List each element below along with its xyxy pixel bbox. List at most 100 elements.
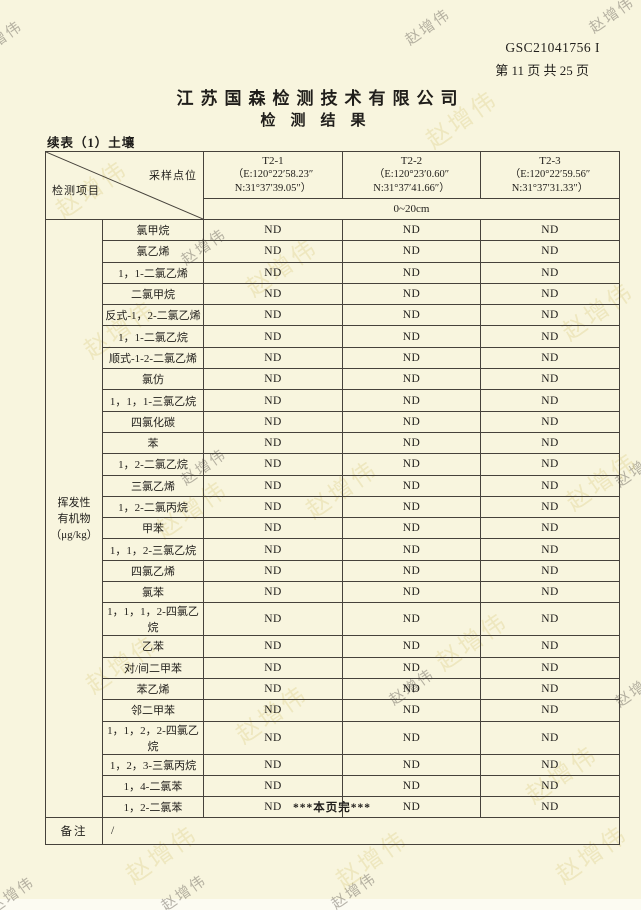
result-value: ND (480, 538, 620, 561)
result-value: ND (203, 517, 343, 540)
result-value: ND (203, 538, 343, 561)
result-value: ND (342, 453, 481, 476)
param-name: 顺式-1-2-二氯乙烯 (102, 346, 204, 370)
result-value: ND (480, 325, 620, 348)
result-value: ND (342, 602, 481, 637)
point-coord-e: （E:120°23′0.60″ (373, 169, 450, 180)
result-value: ND (203, 796, 343, 819)
result-value: ND (480, 677, 620, 701)
result-value: ND (480, 699, 620, 722)
table-row: 1，2-二氯丙烷 ND ND ND (46, 495, 620, 519)
point-name: T2-3 (539, 155, 561, 167)
column-header-point: T2-3 （E:120°22′59.56″ N:31°37′31.33″） (480, 151, 620, 199)
param-name: 氯苯 (102, 581, 204, 604)
param-name: 1，1，2，2-四氯乙烷 (102, 720, 204, 755)
result-value: ND (342, 346, 481, 370)
table-row: 二氯甲烷 ND ND ND (46, 282, 620, 306)
point-coord-e: （E:120°22′59.56″ (509, 169, 591, 180)
result-value: ND (203, 453, 343, 476)
result-value: ND (203, 581, 343, 604)
group-label-line: 有机物 (57, 512, 91, 525)
company-name: 江苏国森检测技术有限公司 (176, 89, 465, 108)
table-row: 苯乙烯 ND ND ND (46, 677, 620, 701)
note-label: 备注 (45, 817, 103, 846)
result-value: ND (342, 796, 481, 819)
result-value: ND (203, 656, 343, 679)
result-value: ND (480, 517, 620, 540)
result-value: ND (480, 774, 620, 798)
column-header-point: T2-2 （E:120°23′0.60″ N:31°37′41.66″） (342, 151, 481, 199)
result-value: ND (342, 699, 481, 722)
table-row: 苯 ND ND ND (46, 431, 620, 455)
result-value: ND (480, 240, 620, 263)
point-coord-n: N:31°37′41.66″） (373, 183, 450, 194)
result-value: ND (342, 431, 481, 455)
table-row: 1，2-二氯乙烷 ND ND ND (46, 453, 620, 476)
depth-row: 0~20cm (46, 198, 620, 220)
table-row: 1，2-二氯苯 ND ND ND (46, 796, 620, 819)
result-value: ND (480, 474, 620, 497)
result-value: ND (480, 346, 620, 370)
point-coord-n: N:31°37′39.05″） (234, 183, 312, 194)
result-value: ND (203, 474, 343, 497)
param-name: 1，2-二氯丙烷 (102, 495, 204, 519)
results-table: 采样点位 检测项目 T2-1 （E:120°22′58.23″ N:31°37′… (45, 151, 620, 846)
table-row: 氯苯 ND ND ND (46, 581, 620, 604)
table-row: 挥发性 有机物 （μg/kg） 氯甲烷 ND ND ND (45, 218, 620, 819)
diagonal-divider (46, 152, 203, 219)
note-value: / (102, 817, 620, 846)
result-value: ND (203, 431, 343, 455)
scan-edge (0, 899, 641, 910)
result-value: ND (203, 240, 343, 263)
report-title: 检测结果 (260, 113, 381, 129)
result-value: ND (342, 240, 481, 263)
result-value: ND (342, 218, 481, 242)
param-name: 乙苯 (102, 635, 204, 658)
result-value: ND (342, 656, 481, 679)
result-value: ND (342, 677, 481, 701)
param-name: 氯甲烷 (102, 218, 204, 242)
column-header-point: T2-1 （E:120°22′58.23″ N:31°37′39.05″） (203, 151, 343, 199)
table-row: 四氯乙烯 ND ND ND (46, 559, 620, 583)
table-row: 1，1，1-三氯乙烷 ND ND ND (46, 389, 620, 412)
table-row: 乙苯 ND ND ND (46, 635, 620, 658)
param-name: 1，2，3-三氯丙烷 (102, 753, 204, 776)
result-value: ND (480, 410, 620, 433)
result-value: ND (203, 368, 343, 391)
table-caption: 续表（1）土壤 (47, 136, 136, 150)
param-name: 反式-1，2-二氯乙烯 (102, 304, 204, 327)
result-value: ND (480, 453, 620, 476)
results-body: 挥发性 有机物 （μg/kg） 氯甲烷 ND ND ND 氯乙烯 ND ND ND 1，1-二氯乙烯 N… (45, 218, 620, 819)
param-name: 1，1，1，2-四氯乙烷 (102, 602, 204, 637)
param-name: 1，1-二氯乙烯 (102, 261, 204, 284)
table-row: 1，1，1，2-四氯乙烷 ND ND ND (46, 602, 620, 637)
watermark: 赵增伟 (402, 6, 454, 49)
depth-label: 0~20cm (203, 198, 620, 220)
result-value: ND (203, 635, 343, 658)
result-value: ND (203, 774, 343, 798)
param-name: 1，4-二氯苯 (102, 774, 204, 798)
result-value: ND (203, 389, 343, 412)
result-value: ND (203, 325, 343, 348)
result-value: ND (342, 538, 481, 561)
table-row: 反式-1，2-二氯乙烯 ND ND ND (46, 304, 620, 327)
result-value: ND (480, 261, 620, 284)
table-row: 氯乙烯 ND ND ND (46, 240, 620, 263)
result-value: ND (342, 720, 481, 755)
result-value: ND (480, 304, 620, 327)
end-of-page-marker: ***本页完*** (293, 802, 371, 814)
point-coord-n: N:31°37′31.33″） (511, 183, 589, 194)
result-value: ND (203, 602, 343, 637)
result-value: ND (342, 517, 481, 540)
table-row: 对/间二甲苯 ND ND ND (46, 656, 620, 679)
result-value: ND (203, 699, 343, 722)
result-value: ND (342, 389, 481, 412)
result-value: ND (203, 261, 343, 284)
table-row: 顺式-1-2-二氯乙烯 ND ND ND (46, 346, 620, 370)
param-name: 四氯化碳 (102, 410, 204, 433)
group-label-line: （μg/kg） (50, 528, 98, 541)
param-name: 氯仿 (102, 368, 204, 391)
result-value: ND (480, 635, 620, 658)
result-value: ND (342, 368, 481, 391)
result-value: ND (342, 635, 481, 658)
